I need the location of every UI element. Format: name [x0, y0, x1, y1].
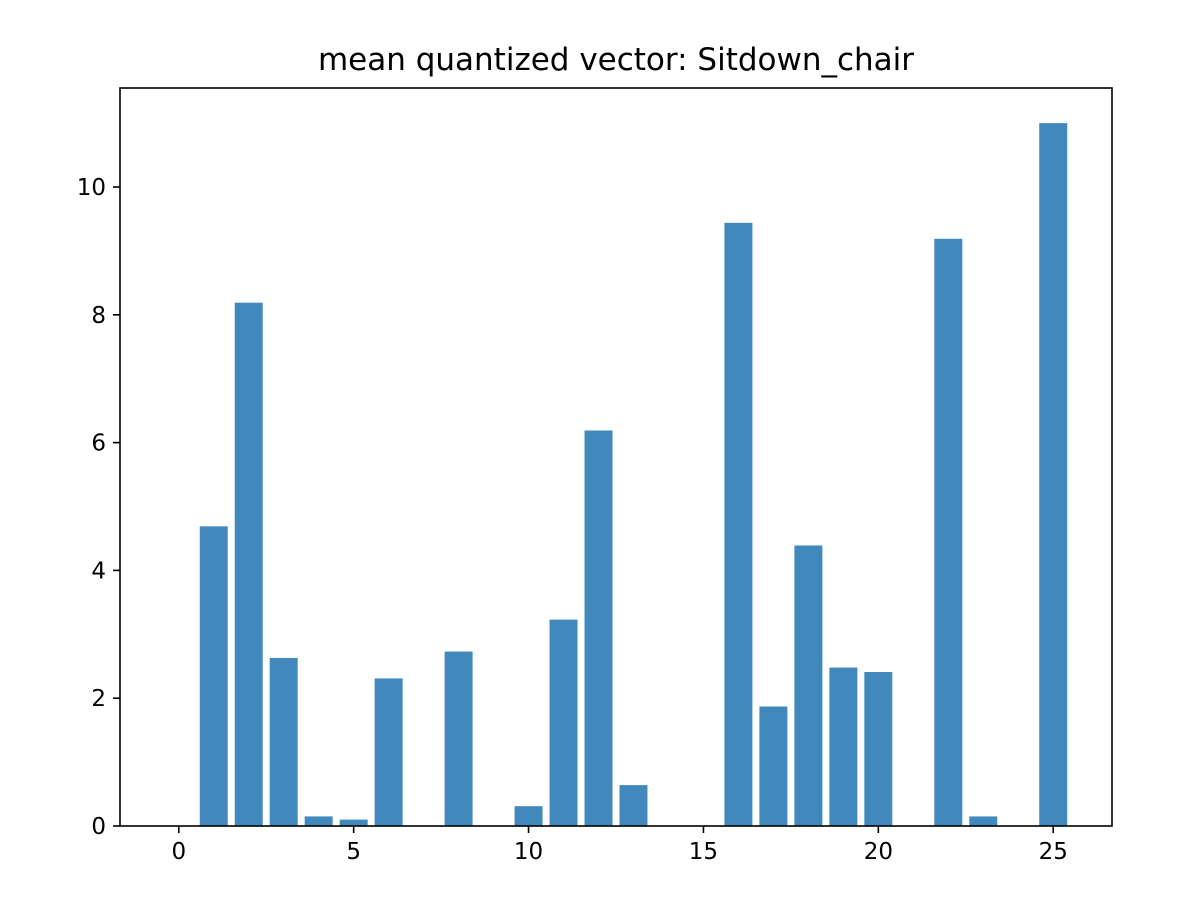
x-tick-label: 0: [171, 839, 186, 865]
bar-1: [199, 526, 228, 826]
x-tick-label: 20: [864, 839, 893, 865]
plot-frame: [119, 87, 1113, 827]
bar-19: [829, 667, 858, 826]
bar-6: [374, 678, 403, 826]
bar-3: [269, 657, 298, 826]
bar-17: [759, 706, 788, 826]
y-tick-label: 2: [91, 686, 106, 712]
bar-12: [584, 430, 613, 826]
y-axis-ticks: 0 2 4 6 8 10: [77, 175, 120, 840]
bar-16: [724, 222, 753, 826]
bar-20: [864, 672, 893, 826]
y-tick-label: 0: [91, 814, 106, 840]
bar-10: [514, 806, 543, 826]
bar-25: [1039, 123, 1068, 826]
y-tick-label: 4: [91, 558, 106, 584]
bar-5: [339, 819, 368, 826]
bar-23: [969, 816, 998, 826]
x-tick-label: 15: [689, 839, 718, 865]
chart-title: mean quantized vector: Sitdown_chair: [318, 42, 914, 78]
bar-8: [444, 651, 473, 826]
y-tick-label: 10: [77, 175, 106, 201]
bar-22: [934, 238, 963, 827]
bars-layer: [199, 123, 1068, 827]
x-tick-label: 5: [346, 839, 361, 865]
x-tick-label: 25: [1039, 839, 1068, 865]
x-tick-label: 10: [514, 839, 543, 865]
x-axis-ticks: 0 5 10 15 20 25: [171, 826, 1068, 865]
bar-2: [234, 302, 263, 826]
bar-13: [619, 785, 648, 826]
y-tick-label: 8: [91, 303, 106, 329]
bar-4: [304, 816, 333, 826]
bar-11: [549, 619, 578, 826]
bar-18: [794, 545, 823, 826]
y-tick-label: 6: [91, 431, 106, 457]
